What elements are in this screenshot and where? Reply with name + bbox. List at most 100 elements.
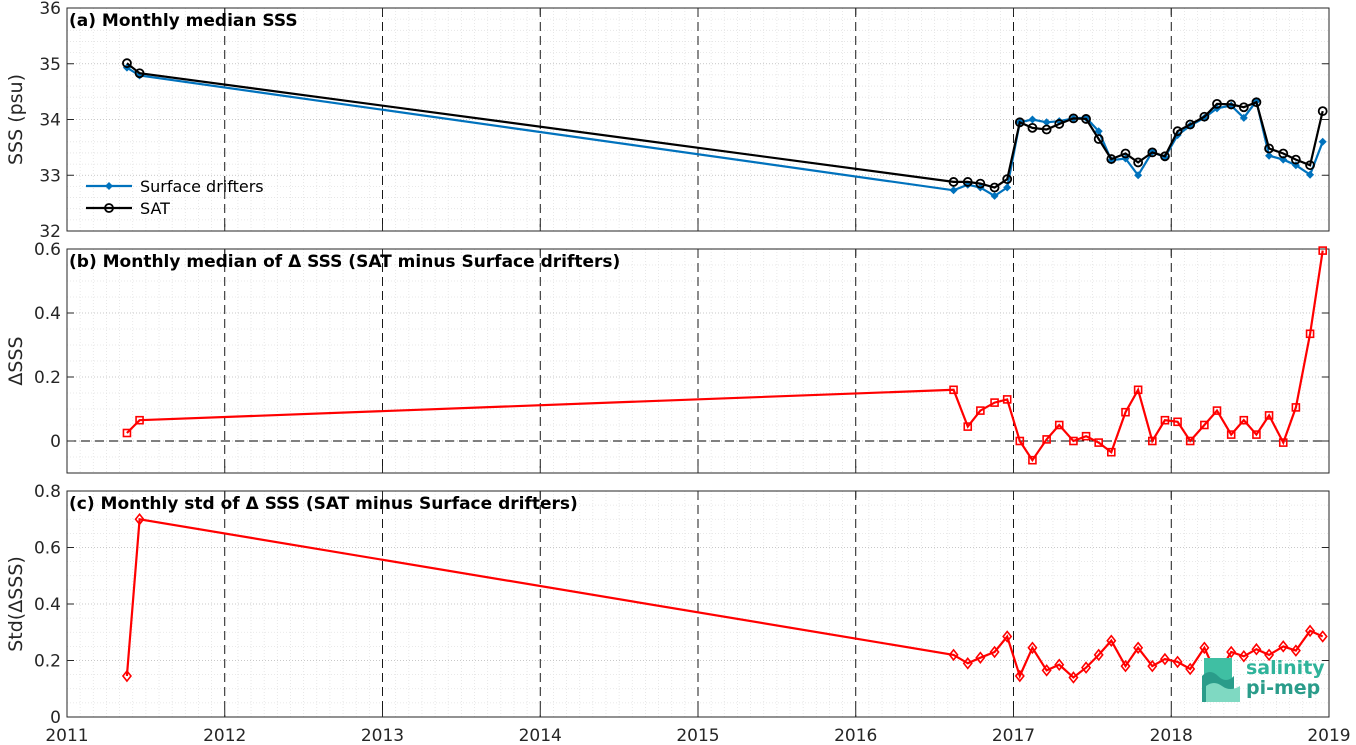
data-point: [1133, 157, 1144, 168]
data-point: [1212, 406, 1222, 415]
x-tick-label: 2018: [1150, 726, 1193, 745]
data-point: [1172, 655, 1183, 669]
x-tick-label: 2013: [361, 726, 404, 745]
logo-line-2: pi-mep: [1246, 677, 1321, 699]
data-point: [1305, 160, 1315, 171]
data-point: [1133, 385, 1143, 395]
x-tick-label: 2017: [992, 726, 1035, 745]
data-point: [1290, 154, 1301, 165]
data-point: [1290, 644, 1301, 657]
x-tick-label: 2014: [519, 726, 562, 745]
panel-title: (b) Monthly median of Δ SSS (SAT minus S…: [69, 252, 620, 272]
data-point: [1042, 118, 1051, 127]
data-point: [1028, 455, 1037, 465]
data-point: [1069, 436, 1078, 446]
data-point: [1238, 649, 1249, 663]
data-point: [1226, 645, 1237, 659]
data-point: [1264, 143, 1274, 154]
data-point: [1199, 111, 1210, 122]
data-point: [990, 191, 999, 200]
data-point: [1042, 435, 1051, 444]
data-point: [990, 398, 999, 407]
data-point: [949, 385, 958, 395]
y-tick-label: 32: [39, 222, 61, 242]
data-point: [1278, 148, 1289, 159]
data-point: [1226, 430, 1236, 439]
data-point: [1159, 652, 1170, 666]
panel-title: (c) Monthly std of Δ SSS (SAT minus Surf…: [69, 494, 578, 514]
data-point: [1226, 99, 1237, 110]
y-tick-label: 36: [39, 0, 61, 19]
data-point: [1081, 661, 1092, 674]
data-point: [1265, 151, 1274, 160]
data-point: [989, 182, 1000, 193]
y-tick-label: 0: [50, 708, 61, 728]
y-tick-label: 34: [39, 111, 61, 131]
data-point: [1185, 662, 1196, 676]
data-point: [1081, 431, 1091, 441]
data-point: [1185, 436, 1195, 446]
y-tick-label: 0: [50, 432, 61, 452]
y-tick-label: 35: [39, 55, 61, 75]
data-point: [1148, 436, 1157, 446]
data-point: [975, 651, 986, 664]
data-point: [1305, 329, 1315, 339]
data-point: [1041, 664, 1052, 677]
legend-marker: [105, 182, 113, 190]
data-point: [1252, 430, 1261, 439]
data-point: [1318, 137, 1327, 146]
data-point: [1278, 640, 1289, 653]
data-point: [121, 669, 132, 683]
y-tick-label: 0.8: [34, 482, 61, 502]
y-axis-label: Std(ΔSSS): [5, 556, 27, 652]
x-tick-label: 2012: [203, 726, 246, 745]
data-point: [976, 406, 985, 415]
data-point: [1239, 113, 1248, 122]
data-point: [1027, 122, 1038, 133]
data-point: [1317, 106, 1328, 117]
data-point: [1239, 415, 1249, 425]
x-tick-label: 2019: [1307, 726, 1350, 745]
y-tick-label: 33: [39, 166, 61, 186]
y-tick-label: 0.2: [34, 652, 61, 672]
y-tick-label: 0.6: [34, 240, 61, 260]
data-point: [949, 186, 958, 195]
data-point: [1306, 170, 1315, 179]
legend-marker: [104, 203, 114, 213]
data-point: [1199, 641, 1210, 655]
data-point: [134, 68, 145, 79]
data-point: [1041, 124, 1052, 135]
series-line: [126, 66, 1324, 198]
panel-c-monthly-std-delta-sss: 0 0.2 0.4 0.6 0.8 2011 2012 2013 2014 2015 2016 201…: [5, 482, 1351, 745]
data-point: [135, 415, 144, 425]
data-point: [962, 177, 973, 187]
data-point: [1185, 119, 1196, 130]
y-tick-label: 0.4: [34, 595, 61, 615]
x-tick-label: 2015: [676, 726, 719, 745]
data-point: [1212, 98, 1222, 109]
data-point: [1251, 97, 1262, 108]
data-point: [1147, 659, 1158, 673]
data-point: [975, 178, 986, 189]
data-point: [1147, 147, 1158, 158]
data-point: [134, 512, 145, 526]
data-point: [1027, 641, 1038, 655]
data-point: [1133, 641, 1144, 655]
data-point: [1106, 154, 1117, 164]
data-point: [122, 428, 132, 438]
data-point: [948, 177, 959, 187]
data-point: [1264, 411, 1274, 420]
data-point: [1015, 436, 1025, 446]
panel-b-monthly-median-delta-sss: 0 0.2 0.4 0.6 ΔSSS (b) Monthly median of Δ SS…: [5, 240, 1330, 474]
data-point: [1054, 119, 1065, 129]
data-point: [1238, 102, 1249, 113]
y-axis-label: ΔSSS: [5, 336, 27, 385]
salinity-pimep-logo: salinity pi-mep: [1200, 656, 1330, 704]
data-point: [962, 657, 973, 670]
data-point: [963, 422, 973, 431]
data-point: [1134, 171, 1143, 180]
data-point: [1121, 407, 1130, 417]
data-point: [1002, 174, 1013, 185]
series-line: [125, 518, 1324, 680]
data-point: [1093, 134, 1104, 144]
